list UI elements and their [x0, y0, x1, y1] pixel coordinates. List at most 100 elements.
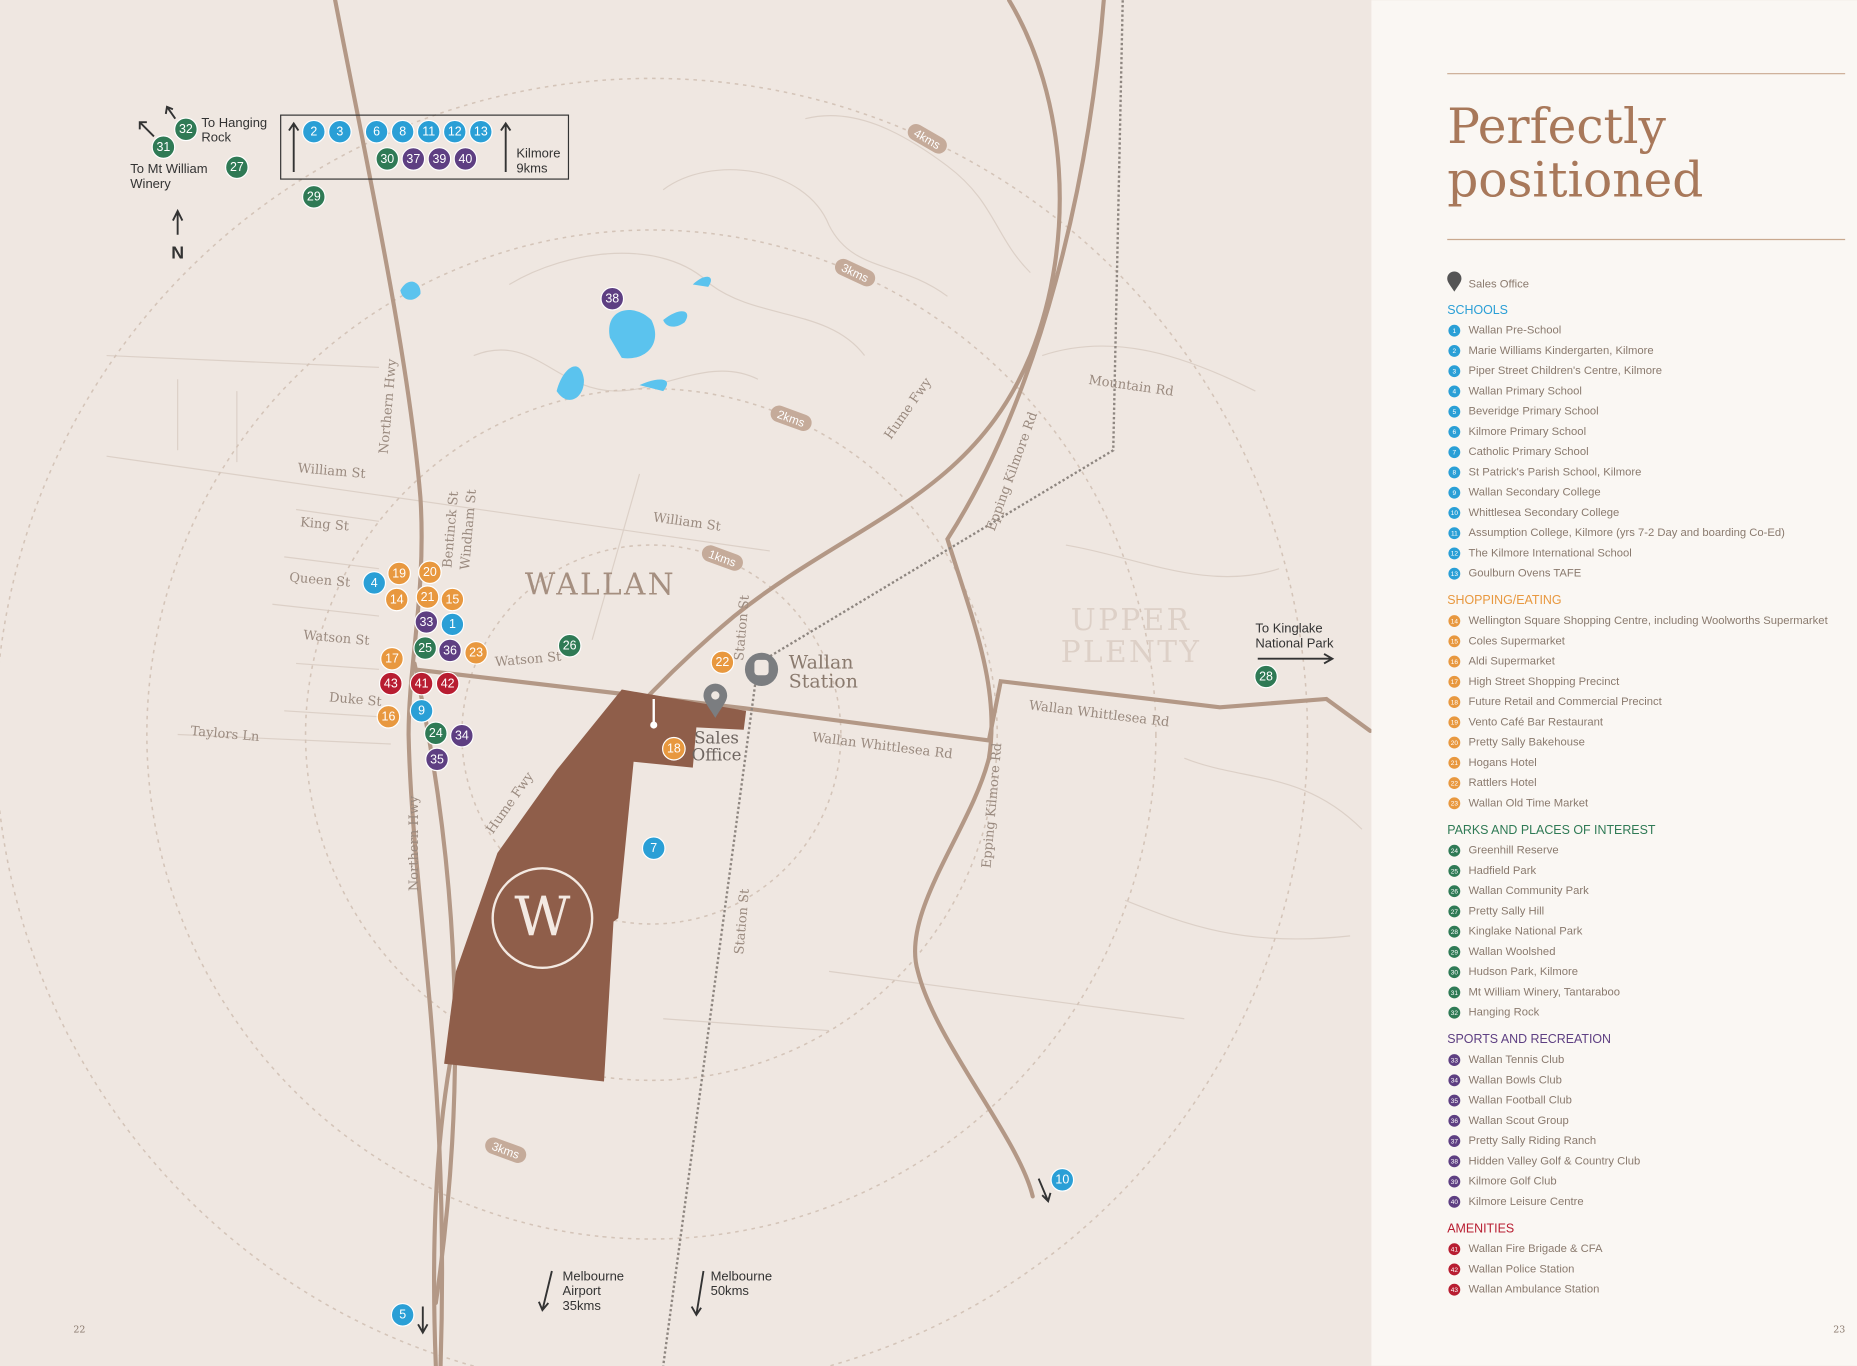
legend-number: 4 [1453, 389, 1457, 396]
marker-number: 11 [422, 125, 435, 139]
legend-dot [1448, 1006, 1461, 1019]
radius-ring [0, 77, 1309, 1366]
legend-label: Wallan Pre-School [1469, 325, 1562, 337]
road-label: Watson St [303, 628, 371, 649]
marker [641, 836, 666, 861]
legend-label: Whittlesea Secondary College [1469, 507, 1620, 519]
arrow [138, 121, 155, 138]
map-background [0, 0, 1371, 1366]
marker [453, 147, 478, 171]
legend-dot [1448, 1054, 1461, 1067]
place-label: WALLAN [525, 567, 676, 601]
legend-heading: SHOPPING/EATING [1447, 593, 1561, 607]
legend-dot [1448, 885, 1461, 898]
marker-number: 32 [179, 122, 193, 136]
place-label: UPPER [1071, 603, 1192, 637]
legend-dot [1448, 365, 1461, 378]
legend-label: Sales Office [1469, 278, 1529, 290]
marker-number: 24 [429, 726, 443, 740]
legend-label: Goulburn Ovens TAFE [1469, 568, 1582, 580]
legend-number: 13 [1451, 571, 1459, 578]
marker-number: 27 [230, 160, 244, 174]
marker [378, 671, 403, 696]
legend-number: 33 [1451, 1057, 1459, 1064]
legend-label: Wallan Scout Group [1469, 1115, 1569, 1127]
legend-number: 17 [1451, 679, 1459, 686]
legend: SCHOOLS 1 Wallan Pre-School 2 Marie Williams… [1447, 303, 1828, 1296]
legend-heading: SCHOOLS [1447, 303, 1508, 317]
legend-dot [1448, 655, 1461, 668]
marker-number: 7 [650, 841, 657, 855]
legend-number: 18 [1451, 699, 1459, 706]
minor-road [591, 473, 1185, 1032]
legend-pin [1447, 271, 1462, 292]
terrain [106, 115, 1363, 1032]
marker [600, 286, 625, 311]
sales-pointer-dot [650, 721, 658, 729]
legend-number: 40 [1451, 1199, 1459, 1206]
legend-number: 10 [1451, 510, 1459, 517]
marker-number: 22 [716, 655, 730, 669]
direction-label: Kilmore [516, 146, 560, 161]
marker [438, 638, 462, 663]
legend-dot [1448, 567, 1461, 580]
legend-label: Wallan Woolshed [1469, 946, 1556, 958]
radius-ring [461, 544, 842, 925]
legend-dot [1448, 946, 1461, 958]
legend-number: 28 [1451, 929, 1459, 936]
marker-number: 26 [563, 639, 577, 653]
legend-number: 35 [1451, 1098, 1459, 1105]
legend-number: 43 [1451, 1287, 1459, 1294]
train-glyph [754, 659, 769, 676]
legend-dot [1448, 777, 1461, 789]
marker-number: 13 [474, 125, 488, 139]
legend-label: Wallan Tennis Club [1469, 1054, 1565, 1066]
contour [805, 115, 1031, 274]
legend-dot [1448, 344, 1461, 357]
legend-number: 23 [1451, 801, 1459, 808]
marker-number: 34 [455, 729, 469, 743]
marker-number: 28 [1259, 669, 1273, 683]
legend-label: High Street Shopping Precinct [1469, 676, 1621, 688]
legend-dot [1448, 756, 1461, 769]
road-label: William St [297, 461, 367, 482]
marker-number: 42 [441, 676, 455, 690]
marker-number: 37 [406, 152, 420, 166]
marker [364, 119, 389, 144]
marker [450, 723, 474, 748]
road-label: Northern Hwy [407, 795, 422, 891]
legend-dot [1448, 865, 1461, 877]
marker-number: 8 [399, 125, 406, 139]
legend-label: Wallan Secondary College [1469, 487, 1601, 499]
legend-label: Vento Café Bar Restaurant [1469, 716, 1604, 728]
marker-number: 14 [390, 592, 404, 606]
road-label: Windham St [458, 488, 480, 571]
marker [423, 721, 448, 746]
legend-label: Wellington Square Shopping Centre, inclu… [1469, 615, 1829, 627]
marker-number: 25 [418, 641, 432, 655]
marker-number: 4 [371, 576, 378, 590]
legend-number: 41 [1451, 1247, 1459, 1254]
direction-label: National Park [1255, 635, 1334, 650]
marker-number: 38 [605, 292, 619, 306]
marker-number: 29 [307, 190, 321, 204]
legend-label: Kilmore Golf Club [1469, 1176, 1557, 1188]
legend-dot [1448, 466, 1461, 479]
marker [376, 704, 401, 729]
distance-pill [485, 1137, 527, 1163]
legend-number: 15 [1451, 639, 1459, 646]
arrow [690, 1270, 705, 1317]
legend-label: Hogans Hotel [1469, 757, 1537, 769]
arrow [1037, 1178, 1052, 1203]
road-label: Station St [732, 594, 753, 662]
marker [427, 147, 452, 171]
arrow [288, 121, 300, 172]
lake [556, 366, 584, 400]
pin-hole [711, 691, 720, 700]
sales-office-pin [703, 683, 728, 718]
legend-dot [1448, 385, 1461, 398]
legend-dot [1448, 797, 1461, 810]
legend-dot [1448, 696, 1461, 708]
